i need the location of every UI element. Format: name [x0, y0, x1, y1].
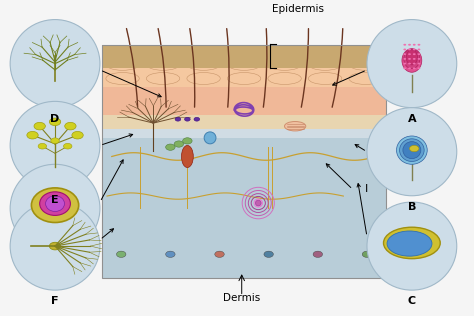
Ellipse shape [10, 101, 100, 190]
Circle shape [418, 67, 420, 69]
Text: I: I [365, 185, 369, 194]
Circle shape [49, 118, 61, 125]
Circle shape [403, 58, 406, 60]
Ellipse shape [10, 164, 100, 252]
Text: A: A [408, 114, 416, 124]
Circle shape [413, 67, 416, 69]
Circle shape [408, 63, 411, 64]
Circle shape [117, 251, 126, 258]
Circle shape [362, 251, 372, 258]
Circle shape [38, 143, 46, 149]
Ellipse shape [400, 139, 424, 161]
Ellipse shape [402, 49, 422, 72]
Text: C: C [408, 296, 416, 306]
Circle shape [418, 44, 420, 46]
Ellipse shape [406, 50, 418, 65]
Circle shape [413, 53, 416, 55]
Text: B: B [408, 202, 416, 212]
Circle shape [215, 251, 224, 258]
Circle shape [408, 67, 411, 69]
Circle shape [418, 53, 420, 55]
Ellipse shape [255, 200, 261, 206]
Ellipse shape [31, 188, 79, 222]
Ellipse shape [404, 49, 420, 69]
Circle shape [264, 251, 273, 258]
Bar [102, 80, 386, 115]
Circle shape [65, 122, 76, 130]
Circle shape [418, 49, 420, 51]
Text: D: D [50, 114, 60, 124]
Circle shape [165, 251, 175, 258]
Ellipse shape [367, 108, 457, 196]
Circle shape [413, 44, 416, 46]
Text: F: F [51, 296, 59, 306]
Circle shape [403, 67, 406, 69]
Circle shape [49, 242, 61, 250]
Circle shape [410, 145, 419, 152]
Circle shape [413, 49, 416, 51]
Circle shape [403, 53, 406, 55]
Circle shape [51, 138, 59, 143]
Circle shape [64, 143, 72, 149]
Ellipse shape [254, 199, 263, 207]
Circle shape [403, 49, 406, 51]
Circle shape [313, 251, 322, 258]
Circle shape [72, 131, 83, 139]
Ellipse shape [204, 132, 216, 144]
Ellipse shape [383, 227, 440, 259]
Circle shape [418, 63, 420, 64]
Ellipse shape [10, 202, 100, 290]
Circle shape [27, 131, 38, 139]
Ellipse shape [403, 142, 421, 159]
Ellipse shape [387, 231, 432, 256]
Circle shape [408, 44, 411, 46]
Ellipse shape [397, 136, 427, 164]
Circle shape [175, 117, 181, 121]
Circle shape [408, 53, 411, 55]
Bar [102, 45, 386, 277]
Ellipse shape [284, 122, 306, 131]
Ellipse shape [367, 20, 457, 108]
Circle shape [413, 63, 416, 64]
Bar [102, 131, 386, 277]
Bar [102, 45, 386, 68]
Circle shape [408, 58, 411, 60]
Circle shape [403, 44, 406, 46]
Bar [102, 108, 386, 129]
Bar [102, 64, 386, 87]
Text: Dermis: Dermis [223, 293, 260, 303]
Ellipse shape [367, 202, 457, 290]
Ellipse shape [46, 196, 64, 211]
Circle shape [408, 49, 411, 51]
Text: Epidermis: Epidermis [273, 3, 324, 14]
Circle shape [34, 122, 46, 130]
Ellipse shape [182, 145, 193, 167]
Circle shape [194, 117, 200, 121]
Circle shape [418, 58, 420, 60]
Circle shape [413, 58, 416, 60]
Ellipse shape [10, 20, 100, 108]
Circle shape [403, 63, 406, 64]
Circle shape [182, 138, 192, 144]
Circle shape [165, 144, 175, 150]
Ellipse shape [40, 192, 71, 216]
Bar [102, 119, 386, 138]
Circle shape [174, 141, 183, 147]
Text: E: E [51, 196, 59, 205]
Circle shape [184, 117, 190, 121]
